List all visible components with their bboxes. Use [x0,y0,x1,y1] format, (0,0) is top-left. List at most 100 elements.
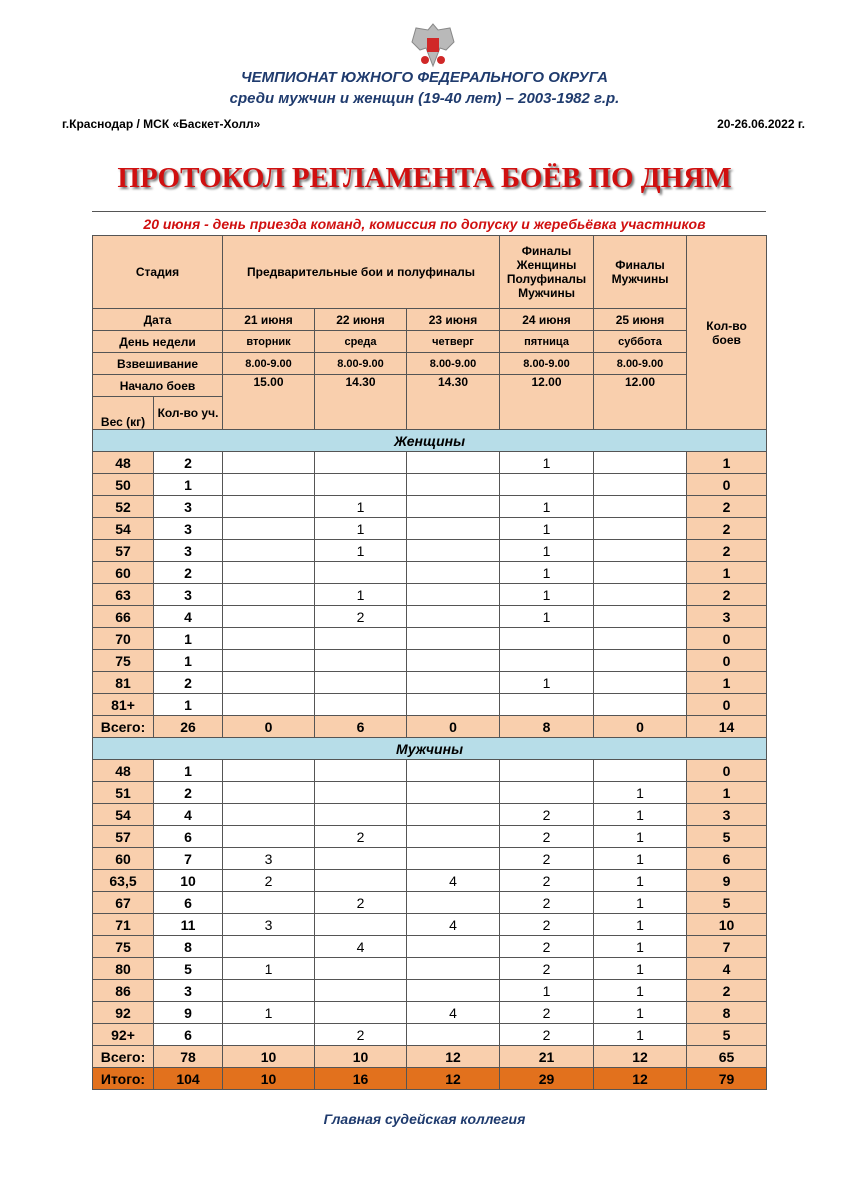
start-label: Начало боев [92,374,223,397]
day-cell [593,495,688,518]
day-cell [314,957,407,980]
total-cell: 1 [686,671,768,694]
total-cell: 0 [686,473,768,496]
total-cell: 79 [686,1067,768,1090]
day-cell [222,561,315,584]
table-row: 48 2 1 1 [92,451,768,474]
total-cell: 3 [686,605,768,628]
count-cell: 9 [153,1001,223,1024]
count-cell: 1 [153,693,223,716]
day-cell [222,627,315,650]
day-cell [405,605,501,628]
day-cell [405,803,501,826]
day-date: 22 июня [314,308,407,331]
day-cell [405,1023,501,1046]
day-cell: 1 [499,671,595,694]
day-cell [314,473,407,496]
day-cell: 29 [499,1067,595,1090]
weight-cell: 66 [92,605,154,628]
day-cell [405,649,501,672]
day-weighing: 8.00-9.00 [405,352,501,375]
day-start: 12.00 [593,374,688,430]
date-label: Дата [92,308,223,331]
count-cell: 104 [153,1067,223,1090]
day-cell: 1 [593,935,688,958]
day-cell: 1 [499,979,595,1002]
day-cell: 1 [314,539,407,562]
day-weighing: 8.00-9.00 [314,352,407,375]
day-cell [222,649,315,672]
total-cell: 1 [686,561,768,584]
day-cell [222,539,315,562]
total-cell: 5 [686,891,768,914]
weight-cell: 63,5 [92,869,154,892]
day-cell [314,913,407,936]
weight-cell: 54 [92,803,154,826]
day-cell: 2 [499,869,595,892]
day-cell [405,583,501,606]
day-cell [314,693,407,716]
weight-cell: 81 [92,671,154,694]
count-cell: 3 [153,517,223,540]
day-cell: 8 [499,715,595,738]
day-cell [222,935,315,958]
day-cell [222,979,315,1002]
day-cell: 2 [499,957,595,980]
bouts-label: Кол-во боев [686,235,768,430]
day-cell [222,517,315,540]
day-cell: 1 [499,561,595,584]
weight-cell: 67 [92,891,154,914]
day-weekday: вторник [222,330,315,353]
total-cell: 1 [686,781,768,804]
total-cell: 2 [686,495,768,518]
day-cell [405,891,501,914]
day-cell [314,627,407,650]
count-cell: 8 [153,935,223,958]
total-cell: 0 [686,627,768,650]
day-cell [593,627,688,650]
day-cell [405,957,501,980]
stage-label: Стадия [92,235,223,309]
day-cell [593,561,688,584]
table-row: 71 11 3 4 2 1 10 [92,913,768,936]
day-cell [405,671,501,694]
day-cell [405,759,501,782]
table-row: Итого: 104 10 16 12 29 12 79 [92,1067,768,1090]
day-cell [405,473,501,496]
day-cell: 2 [222,869,315,892]
day-cell: 1 [593,1001,688,1024]
day-weekday: суббота [593,330,688,353]
day-cell [499,781,595,804]
day-cell: 1 [593,1023,688,1046]
day-cell [405,781,501,804]
day-cell [222,803,315,826]
day-cell [593,473,688,496]
stage-prelim: Предварительные бои и полуфиналы [221,235,501,309]
day-weekday: пятница [499,330,595,353]
event-dates: 20-26.06.2022 г. [717,117,805,131]
weight-cell: 50 [92,473,154,496]
total-cell: 14 [686,715,768,738]
bouts-label-text: Кол-во боев [706,318,747,347]
day-start: 14.30 [314,374,407,430]
weight-cell: 63 [92,583,154,606]
weight-cell: 54 [92,517,154,540]
day-weekday: четверг [405,330,501,353]
total-cell: 10 [686,913,768,936]
count-cell: 6 [153,891,223,914]
page-title: ПРОТОКОЛ РЕГЛАМЕНТА БОЁВ ПО ДНЯМ [117,162,732,194]
table-row: 60 7 3 2 1 6 [92,847,768,870]
count-cell: 26 [153,715,223,738]
day-cell: 0 [222,715,315,738]
day-cell [314,451,407,474]
day-cell: 2 [499,803,595,826]
weight-cell: 60 [92,847,154,870]
table-row: 75 8 4 2 1 7 [92,935,768,958]
day-cell [222,605,315,628]
day-cell: 1 [222,957,315,980]
day-cell [405,561,501,584]
day-start: 15.00 [222,374,315,430]
day-weighing: 8.00-9.00 [222,352,315,375]
table-row: 80 5 1 2 1 4 [92,957,768,980]
day-cell [314,979,407,1002]
